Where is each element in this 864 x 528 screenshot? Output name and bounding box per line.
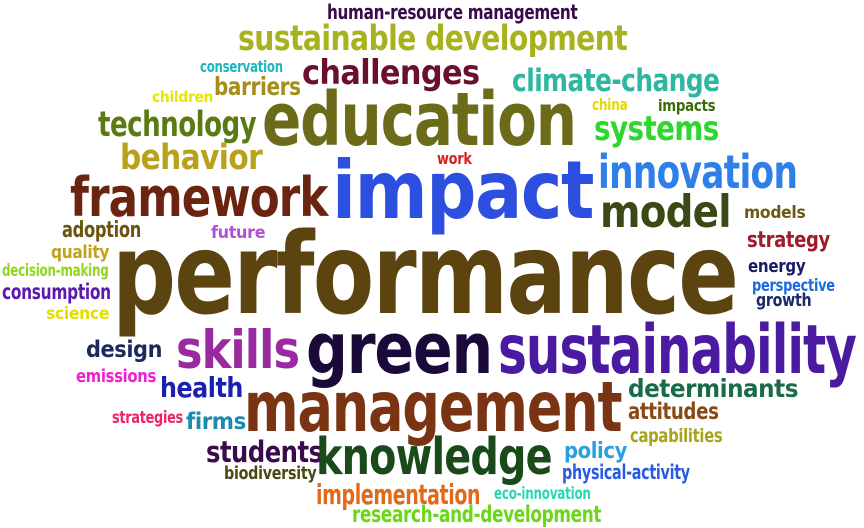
word-model: model [600,187,732,239]
word-human-resource-management: human-resource management [327,0,578,24]
word-children: children [152,89,214,107]
word-sustainable-development: sustainable development [238,18,628,59]
word-sustainability: sustainability [498,309,857,389]
word-science: science [46,302,110,323]
word-emissions: emissions [76,365,156,387]
word-knowledge: knowledge [316,426,553,486]
word-impact: impact [332,144,595,238]
word-models: models [744,201,806,222]
word-research-and-development: research-and-development [352,501,602,528]
word-climate-change: climate-change [512,63,720,100]
word-challenges: challenges [302,52,480,92]
word-students: students [206,435,323,470]
word-biodiversity: biodiversity [224,462,317,484]
word-green: green [306,307,493,390]
word-determinants: determinants [628,374,799,404]
word-barriers: barriers [214,72,301,102]
word-systems: systems [594,108,719,148]
word-firms: firms [186,408,246,435]
word-policy: policy [564,437,627,464]
word-energy: energy [748,255,806,277]
word-adoption: adoption [62,216,142,243]
word-impacts: impacts [658,96,716,116]
word-decision-making: decision-making [2,259,109,280]
word-consumption: consumption [2,278,111,304]
word-work: work [437,149,472,169]
word-attitudes: attitudes [628,398,719,425]
word-health: health [160,373,243,405]
word-capabilities: capabilities [630,424,723,447]
word-design: design [86,336,163,363]
word-performance: performance [112,208,739,341]
word-perspective: perspective [752,274,835,295]
word-management: management [244,367,623,448]
word-framework: framework [70,164,328,229]
word-behavior: behavior [120,137,263,178]
word-growth: growth [756,289,812,311]
word-physical-activity: physical-activity [562,459,690,484]
word-eco-innovation: eco-innovation [494,482,591,503]
word-strategies: strategies [112,406,183,427]
word-strategy: strategy [747,226,830,253]
word-education: education [262,77,577,163]
word-quality: quality [51,241,110,263]
word-china: china [592,95,628,115]
word-innovation: innovation [598,145,798,200]
word-conservation: conservation [200,57,283,77]
word-technology: technology [98,104,257,145]
word-skills: skills [176,319,300,381]
word-implementation: implementation [316,480,481,512]
word-future: future [211,221,266,242]
